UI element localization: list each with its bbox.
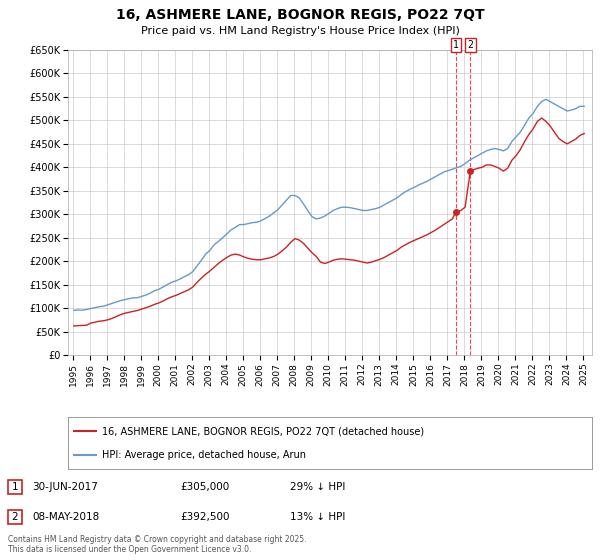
Text: 13% ↓ HPI: 13% ↓ HPI bbox=[290, 512, 346, 522]
Text: 1: 1 bbox=[11, 482, 19, 492]
Text: Contains HM Land Registry data © Crown copyright and database right 2025.
This d: Contains HM Land Registry data © Crown c… bbox=[8, 535, 307, 554]
Text: Price paid vs. HM Land Registry's House Price Index (HPI): Price paid vs. HM Land Registry's House … bbox=[140, 26, 460, 36]
Text: HPI: Average price, detached house, Arun: HPI: Average price, detached house, Arun bbox=[102, 450, 306, 460]
Text: 2: 2 bbox=[467, 40, 473, 50]
Text: 1: 1 bbox=[453, 40, 459, 50]
Text: 16, ASHMERE LANE, BOGNOR REGIS, PO22 7QT (detached house): 16, ASHMERE LANE, BOGNOR REGIS, PO22 7QT… bbox=[102, 426, 424, 436]
Bar bbox=[8, 510, 22, 524]
Text: 2: 2 bbox=[11, 512, 19, 522]
Bar bbox=[8, 480, 22, 494]
Text: 08-MAY-2018: 08-MAY-2018 bbox=[32, 512, 99, 522]
Text: 16, ASHMERE LANE, BOGNOR REGIS, PO22 7QT: 16, ASHMERE LANE, BOGNOR REGIS, PO22 7QT bbox=[116, 8, 484, 22]
Text: £305,000: £305,000 bbox=[180, 482, 229, 492]
Text: 29% ↓ HPI: 29% ↓ HPI bbox=[290, 482, 346, 492]
Text: 30-JUN-2017: 30-JUN-2017 bbox=[32, 482, 98, 492]
Text: £392,500: £392,500 bbox=[180, 512, 229, 522]
